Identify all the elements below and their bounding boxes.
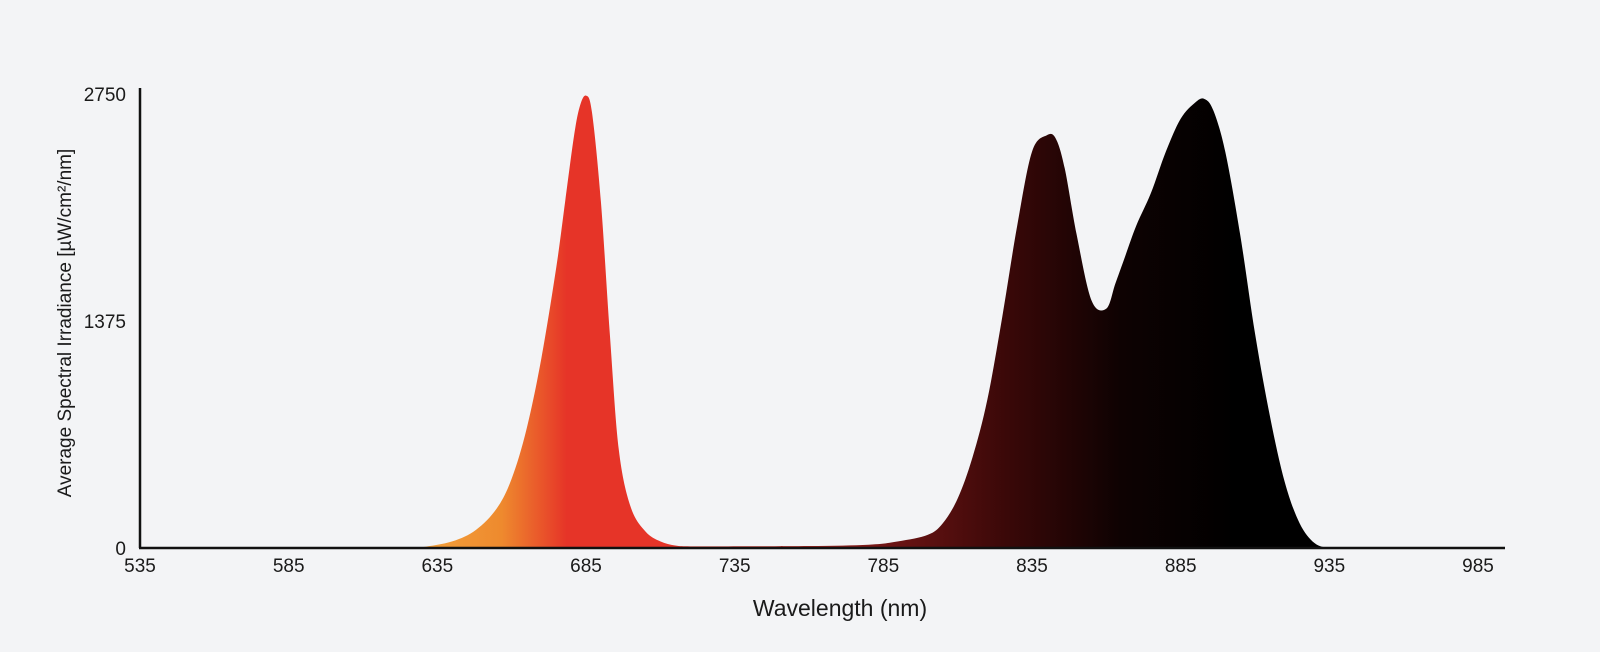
x-tick-label: 535 bbox=[124, 556, 156, 577]
x-tick-label: 735 bbox=[719, 556, 751, 577]
x-tick-label: 935 bbox=[1313, 556, 1345, 577]
x-tick-label: 785 bbox=[867, 556, 899, 577]
y-tick-labels: 0 1375 2750 bbox=[84, 85, 126, 560]
y-tick-label: 0 bbox=[115, 539, 126, 560]
x-axis-title: Wavelength (nm) bbox=[753, 595, 927, 621]
x-tick-label: 585 bbox=[273, 556, 305, 577]
y-tick-label: 1375 bbox=[84, 312, 126, 333]
spectrum-area bbox=[140, 95, 1523, 548]
axes-group bbox=[138, 88, 1505, 550]
x-tick-labels: 535 585 635 685 735 785 835 885 935 985 bbox=[124, 556, 1494, 577]
spectrum-area-group bbox=[140, 95, 1523, 548]
x-tick-label: 635 bbox=[421, 556, 453, 577]
y-axis-title: Average Spectral Irradiance [µW/cm²/nm] bbox=[55, 149, 76, 498]
x-tick-label: 685 bbox=[570, 556, 602, 577]
x-tick-label: 985 bbox=[1462, 556, 1494, 577]
x-tick-label: 885 bbox=[1165, 556, 1197, 577]
x-tick-label: 835 bbox=[1016, 556, 1048, 577]
y-tick-label: 2750 bbox=[84, 85, 126, 106]
